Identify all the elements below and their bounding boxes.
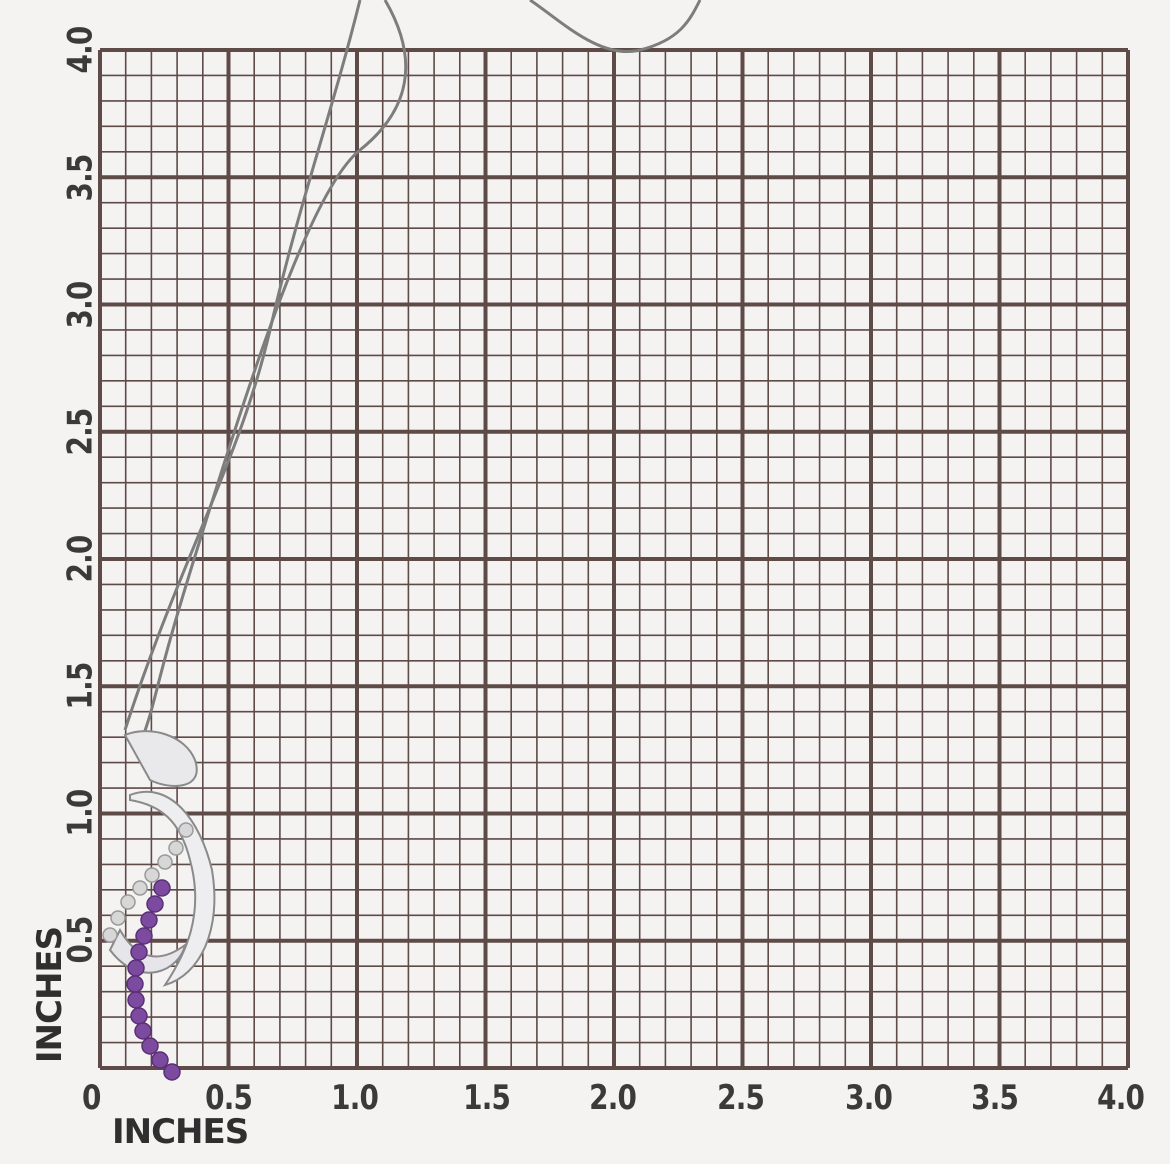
y-tick-3-0: 3.0 [60,281,101,329]
x-axis-label: INCHES [112,1112,249,1152]
amethyst-stone [153,879,171,897]
y-tick-2-0: 2.0 [60,535,101,583]
necklace-chain [123,0,702,746]
y-axis-label: INCHES [30,926,71,1064]
diamond-stone [157,854,173,870]
x-tick-0: 0 [82,1078,101,1118]
grid-major-lines [98,48,1130,1070]
pendant-diamond-stones [102,822,194,943]
amethyst-stone [135,927,153,945]
diamond-stone [178,822,194,838]
pendant-metal-loop [123,730,198,787]
x-tick-3-5: 3.5 [971,1078,1019,1118]
diamond-stone [102,927,118,943]
y-tick-1-0: 1.0 [60,789,101,837]
amethyst-stone [146,895,164,913]
amethyst-stone [141,1037,159,1055]
x-tick-2-5: 2.5 [717,1078,765,1118]
pendant-amethyst-stones [126,879,181,1081]
amethyst-stone [130,1007,148,1025]
amethyst-stone [130,943,148,961]
x-tick-1-5: 1.5 [463,1078,511,1118]
x-tick-0-5: 0.5 [205,1078,253,1118]
amethyst-stone [127,991,145,1009]
x-tick-3-0: 3.0 [845,1078,893,1118]
diamond-stone [120,894,136,910]
amethyst-stone [127,959,145,977]
diamond-stone [168,840,184,856]
amethyst-stone [126,975,144,993]
y-tick-4-0: 4.0 [60,26,101,74]
x-tick-1-0: 1.0 [331,1078,379,1118]
amethyst-stone [134,1022,152,1040]
x-tick-2-0: 2.0 [589,1078,637,1118]
diamond-stone [132,880,148,896]
amethyst-stone [140,911,158,929]
y-tick-2-5: 2.5 [60,408,101,456]
y-tick-3-5: 3.5 [60,154,101,202]
diamond-stone [144,867,160,883]
diamond-stone [110,910,126,926]
amethyst-stone [163,1063,181,1081]
x-tick-4-0: 4.0 [1097,1078,1145,1118]
y-tick-1-5: 1.5 [60,662,101,710]
amethyst-stone [151,1051,169,1069]
